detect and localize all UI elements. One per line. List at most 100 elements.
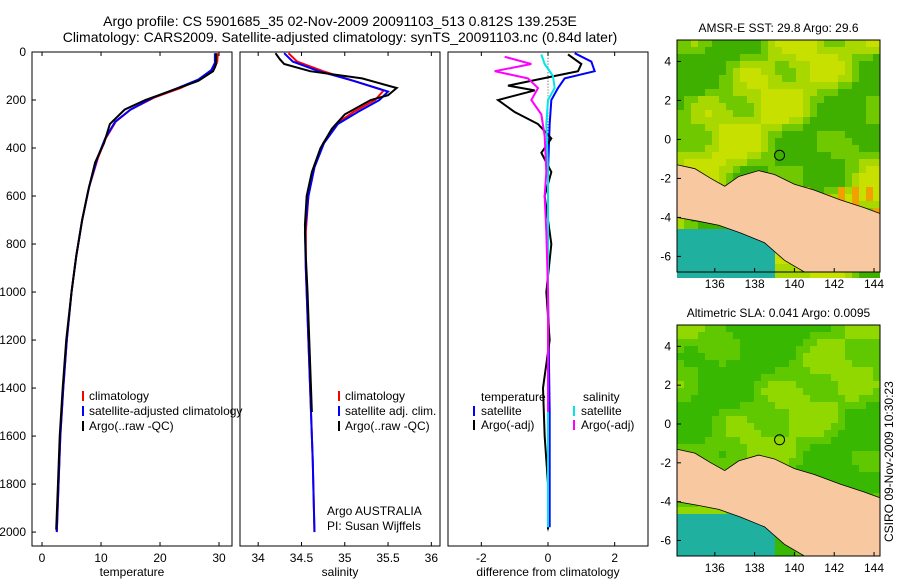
profile-panel-2: 34 34.5 35 35.5 36 salinity climatologysatelli… [239, 51, 441, 579]
map-cell [684, 257, 691, 264]
map-cell [789, 152, 796, 159]
map-cell [768, 451, 775, 458]
legend-label: Argo(-adj) [481, 418, 534, 432]
map-cell [677, 332, 684, 339]
map-cell [852, 423, 859, 430]
map-cell [726, 229, 733, 236]
map-cell [726, 243, 733, 250]
map-cell [845, 187, 852, 194]
map-cell [684, 416, 691, 423]
map-cell [712, 374, 719, 381]
map-cell [838, 479, 845, 486]
map-cell [754, 360, 761, 367]
map-cell [761, 430, 768, 437]
map-cell [761, 82, 768, 89]
map-cell [838, 61, 845, 68]
map-cell [845, 138, 852, 145]
map-cell [726, 346, 733, 353]
map-cell [775, 451, 782, 458]
map-cell [845, 159, 852, 166]
map-cell [873, 208, 880, 215]
map-cell [866, 166, 873, 173]
map-cell [740, 535, 747, 542]
map-cell [747, 360, 754, 367]
map-cell [698, 549, 705, 556]
map-cell [698, 367, 705, 374]
map-cell [845, 332, 852, 339]
map-cell [691, 243, 698, 250]
map-cell [775, 402, 782, 409]
map-cell [712, 243, 719, 250]
lat-tick-label: -6 [660, 533, 671, 547]
map-cell [852, 110, 859, 117]
map-cell [705, 138, 712, 145]
map-cell [740, 346, 747, 353]
map-cell [698, 117, 705, 124]
map-cell [705, 535, 712, 542]
map-cell [754, 117, 761, 124]
map-cell [831, 117, 838, 124]
map-cell [705, 549, 712, 556]
map-cell [677, 430, 684, 437]
map-cell [845, 47, 852, 54]
map-cell [761, 374, 768, 381]
map-cell [698, 395, 705, 402]
map-cell [691, 332, 698, 339]
map-cell [838, 131, 845, 138]
map-cell [859, 416, 866, 423]
land-mass [676, 448, 881, 557]
map-cell [817, 61, 824, 68]
map-cell [733, 374, 740, 381]
map-cell [684, 124, 691, 131]
map-cell [698, 353, 705, 360]
lat-tick-label: -4 [660, 495, 671, 509]
map-cell [747, 145, 754, 152]
map-cell [740, 82, 747, 89]
map-cell [719, 542, 726, 549]
map-cell [698, 61, 705, 68]
map-cell [831, 451, 838, 458]
map-cell [747, 374, 754, 381]
map-cell [684, 430, 691, 437]
map-cell [740, 159, 747, 166]
map-cell [824, 430, 831, 437]
map-cell [747, 61, 754, 68]
map-cell [866, 395, 873, 402]
map-cell [691, 54, 698, 61]
map-cell [677, 257, 684, 264]
map-cell [831, 472, 838, 479]
map-cell [873, 194, 880, 201]
map-cell [782, 381, 789, 388]
map-cell [866, 187, 873, 194]
map-cell [747, 339, 754, 346]
map-cell [810, 40, 817, 47]
map-cell [803, 416, 810, 423]
map-cell [789, 430, 796, 437]
map-cell [789, 110, 796, 117]
map-cell [768, 325, 775, 332]
map-cell [712, 236, 719, 243]
map-cell [831, 96, 838, 103]
map-cell [691, 535, 698, 542]
map-cell [782, 110, 789, 117]
map-cell [810, 332, 817, 339]
y-tick-label: 600 [6, 189, 26, 203]
map-cell [824, 187, 831, 194]
map-cell [803, 89, 810, 96]
map-cell [719, 236, 726, 243]
map-cell [698, 451, 705, 458]
map-cell [817, 353, 824, 360]
map-cell [747, 423, 754, 430]
argo-position-marker [774, 434, 786, 446]
map-cell [782, 138, 789, 145]
map-cell [719, 82, 726, 89]
map-cell [747, 131, 754, 138]
map-cell [740, 110, 747, 117]
map-cell [831, 465, 838, 472]
map-cell [712, 535, 719, 542]
map-cell [754, 346, 761, 353]
map-frame [676, 39, 881, 273]
map-cell [705, 47, 712, 54]
map-cell [831, 381, 838, 388]
map-cell [838, 325, 845, 332]
